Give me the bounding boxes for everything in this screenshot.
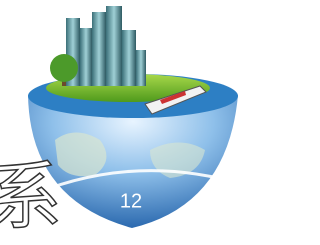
- side-text: 系: [0, 154, 62, 240]
- building: [80, 28, 92, 86]
- building: [136, 50, 146, 86]
- building: [122, 30, 136, 86]
- page-number: 12: [120, 190, 142, 212]
- tree: [50, 54, 78, 82]
- building: [106, 6, 122, 86]
- slide-illustration: 系 12: [0, 0, 249, 245]
- building: [92, 12, 106, 86]
